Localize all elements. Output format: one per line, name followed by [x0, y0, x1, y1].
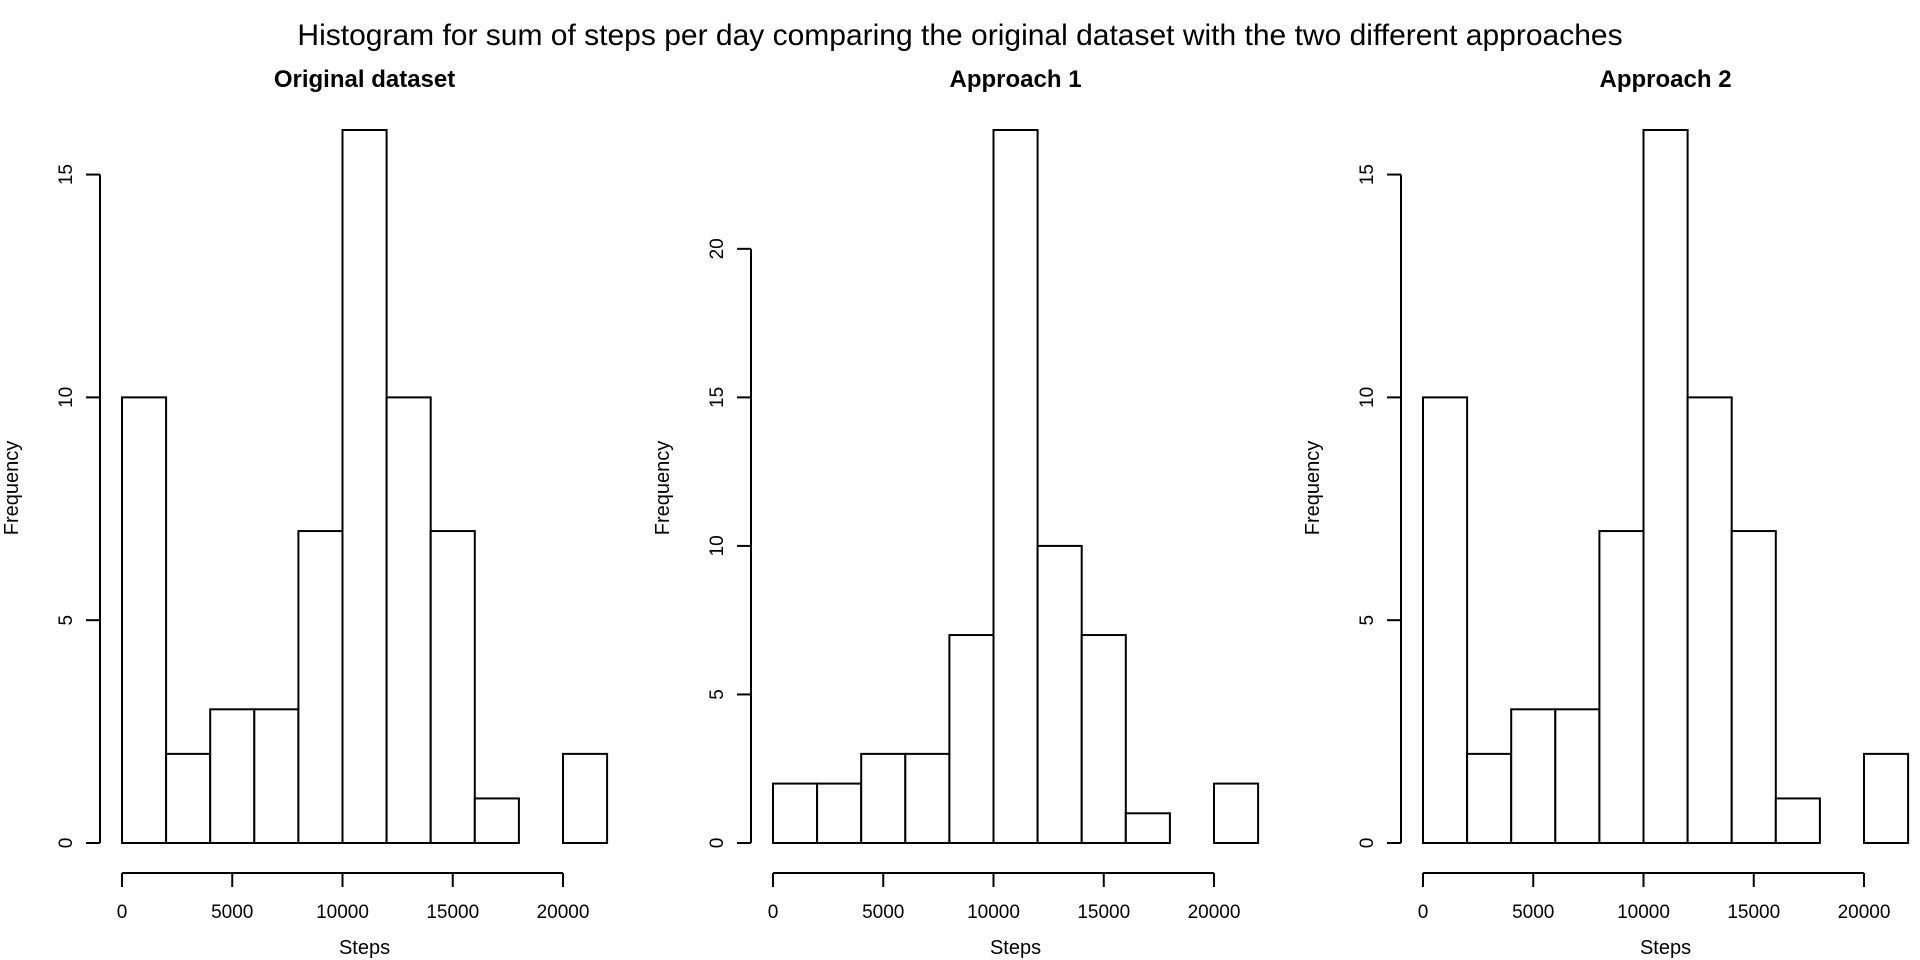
histogram-bar: [473, 797, 520, 844]
histogram-bar: [1510, 708, 1557, 844]
histogram-bar: [992, 129, 1039, 844]
y-axis-label: Frequency: [1302, 441, 1324, 536]
histogram-bar: [1863, 752, 1910, 844]
histogram-bar: [429, 530, 476, 844]
x-tick-label: 15000: [426, 902, 479, 923]
y-tick-label: 5: [707, 689, 728, 700]
histogram-bar: [1774, 797, 1821, 844]
y-tick-label: 15: [56, 164, 77, 185]
x-tick-label: 0: [117, 902, 128, 923]
y-tick-label: 10: [56, 387, 77, 408]
y-tick-label: 0: [1357, 838, 1378, 849]
histogram-bar: [1642, 129, 1689, 844]
histogram-bar: [904, 752, 951, 844]
panel-original-dataset: Original dataset 0 5 10 15 Frequency 0 5000 1000…: [1, 66, 609, 959]
panel-title: Original dataset: [274, 66, 455, 93]
y-tick-label: 0: [707, 838, 728, 849]
panel-approach-1: Approach 1 0 5 10 15 20 Frequency 0 5000 10000 150…: [652, 66, 1260, 959]
y-axis-label: Frequency: [652, 441, 674, 536]
x-tick-label: 0: [768, 902, 779, 923]
x-tick-label: 15000: [1727, 902, 1780, 923]
x-tick-label: 5000: [862, 902, 904, 923]
histogram-bar: [1466, 752, 1513, 844]
x-tick-label: 5000: [1512, 902, 1554, 923]
histogram-bar: [562, 752, 609, 844]
y-tick-label: 15: [707, 387, 728, 408]
histogram-bar: [1598, 530, 1645, 844]
y-tick-label: 5: [1357, 615, 1378, 626]
x-tick-label: 15000: [1077, 902, 1130, 923]
histogram-bar: [209, 708, 256, 844]
x-axis-label: Steps: [339, 937, 390, 959]
histogram-bar: [1730, 530, 1777, 844]
y-tick-label: 10: [707, 535, 728, 556]
y-axis-label: Frequency: [1, 441, 23, 536]
panel-title: Approach 2: [1600, 66, 1732, 93]
panel-title: Approach 1: [950, 66, 1082, 93]
histogram-bar: [341, 129, 388, 844]
histogram-bar: [1080, 634, 1127, 845]
y-tick-label: 10: [1357, 387, 1378, 408]
y-tick-label: 0: [56, 838, 77, 849]
y-tick-label: 5: [56, 615, 77, 626]
histogram-bar: [253, 708, 300, 844]
x-tick-label: 5000: [211, 902, 253, 923]
x-tick-label: 0: [1418, 902, 1429, 923]
figure-title: Histogram for sum of steps per day compa…: [297, 19, 1622, 52]
y-tick-label: 20: [707, 238, 728, 259]
x-tick-label: 10000: [316, 902, 369, 923]
histogram-bar: [948, 634, 995, 845]
x-tick-label: 20000: [1838, 902, 1891, 923]
histogram-bar: [816, 782, 863, 844]
histogram-bar: [1213, 782, 1260, 844]
histogram-bar: [1422, 396, 1469, 844]
histogram-bar: [121, 396, 168, 844]
histogram-bar: [772, 782, 819, 844]
histogram-bar: [1124, 812, 1171, 845]
histogram-bar: [1686, 396, 1733, 844]
x-tick-label: 10000: [967, 902, 1020, 923]
histogram-bar: [1554, 708, 1601, 844]
histogram-bar: [297, 530, 344, 844]
x-axis-label: Steps: [990, 937, 1041, 959]
histogram-bar: [165, 752, 212, 844]
x-tick-label: 10000: [1617, 902, 1670, 923]
x-tick-label: 20000: [537, 902, 590, 923]
y-tick-label: 15: [1357, 164, 1378, 185]
x-axis-label: Steps: [1640, 937, 1691, 959]
histogram-bar: [385, 396, 432, 844]
histogram-bar: [1036, 544, 1083, 845]
panel-approach-2: Approach 2 0 5 10 15 Frequency 0 5000 10000 15000…: [1302, 66, 1910, 959]
x-tick-label: 20000: [1188, 902, 1241, 923]
histogram-bar: [860, 752, 907, 844]
